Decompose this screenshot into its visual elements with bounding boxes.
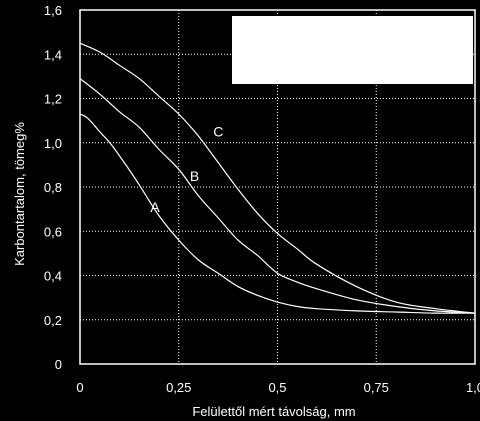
y-tick-label: 0	[55, 357, 62, 372]
x-axis-label: Felülettől mért távolság, mm	[192, 404, 355, 419]
x-tick-label: 0,5	[268, 380, 286, 395]
y-tick-label: 1,2	[44, 92, 62, 107]
legend-box	[232, 16, 473, 84]
y-tick-label: 1,4	[44, 47, 62, 62]
grid-lines	[80, 10, 475, 364]
series-layer: A B C	[79, 42, 476, 314]
y-tick-label: 1,6	[44, 3, 62, 18]
y-tick-label: 0,2	[44, 313, 62, 328]
x-tick-label: 0,25	[166, 380, 191, 395]
y-tick-label: 0,4	[44, 269, 62, 284]
x-tick-label: 0	[76, 380, 83, 395]
y-tick-label: 1,0	[44, 136, 62, 151]
x-tick-label: 0,75	[364, 380, 389, 395]
x-tick-label: 1,0	[466, 380, 480, 395]
plot-frame	[79, 9, 476, 365]
x-tick-labels: 0 0,25 0,5 0,75 1,0	[76, 380, 480, 395]
series-line-a	[79, 113, 476, 314]
series-label-a: A	[150, 199, 160, 215]
y-tick-label: 0,6	[44, 224, 62, 239]
series-label-c: C	[213, 124, 223, 140]
y-tick-labels: 0 0,2 0,4 0,6 0,8 1,0 1,2 1,4 1,6	[44, 3, 62, 372]
series-line-c	[79, 42, 476, 314]
series-line-b	[79, 78, 476, 314]
y-tick-label: 0,8	[44, 180, 62, 195]
series-label-b: B	[190, 168, 199, 184]
y-axis-label: Karbontartalom, tömeg%	[12, 122, 27, 266]
